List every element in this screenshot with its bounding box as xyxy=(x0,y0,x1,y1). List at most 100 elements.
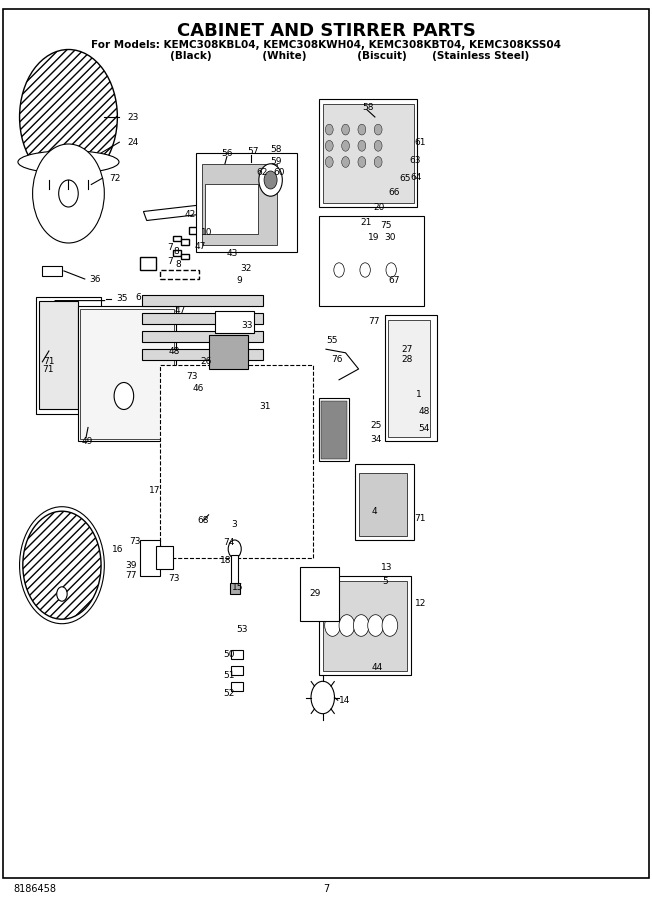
Text: 76: 76 xyxy=(331,356,343,364)
Text: 18: 18 xyxy=(220,556,231,565)
Bar xyxy=(156,546,173,569)
Bar xyxy=(388,320,430,436)
Text: 3: 3 xyxy=(231,520,237,529)
Bar xyxy=(80,309,174,439)
Circle shape xyxy=(33,144,104,243)
Circle shape xyxy=(23,511,101,619)
Text: 7: 7 xyxy=(167,256,173,266)
Bar xyxy=(385,315,437,441)
Circle shape xyxy=(228,540,241,558)
Bar xyxy=(160,270,199,279)
Circle shape xyxy=(374,140,382,151)
Bar xyxy=(140,256,156,270)
Bar xyxy=(231,682,243,691)
Text: 54: 54 xyxy=(419,424,430,433)
Text: 35: 35 xyxy=(116,294,128,303)
Bar xyxy=(359,472,408,536)
Polygon shape xyxy=(143,202,225,220)
Circle shape xyxy=(259,164,282,196)
Bar xyxy=(189,227,199,234)
Circle shape xyxy=(264,171,277,189)
Circle shape xyxy=(114,382,134,410)
Text: 50: 50 xyxy=(223,650,235,659)
Bar xyxy=(202,164,277,245)
Text: 67: 67 xyxy=(388,276,400,285)
Text: 36: 36 xyxy=(89,274,101,284)
Circle shape xyxy=(382,615,398,636)
Text: 6: 6 xyxy=(136,292,141,302)
Circle shape xyxy=(59,180,78,207)
Text: 5: 5 xyxy=(383,577,389,586)
Bar xyxy=(39,302,78,410)
Bar xyxy=(319,576,411,675)
Text: 30: 30 xyxy=(385,233,396,242)
Text: CABINET AND STIRRER PARTS: CABINET AND STIRRER PARTS xyxy=(177,22,475,40)
Text: 8: 8 xyxy=(175,260,181,269)
Circle shape xyxy=(358,140,366,151)
Text: 32: 32 xyxy=(240,264,251,273)
Text: 20: 20 xyxy=(374,202,385,211)
Text: 74: 74 xyxy=(223,538,234,547)
Text: 39: 39 xyxy=(125,561,137,570)
Text: 61: 61 xyxy=(414,138,426,147)
Bar xyxy=(209,335,248,369)
Text: 19: 19 xyxy=(368,233,380,242)
Text: 42: 42 xyxy=(185,210,196,219)
Bar xyxy=(319,216,424,306)
Circle shape xyxy=(325,124,333,135)
Text: 25: 25 xyxy=(370,421,381,430)
Circle shape xyxy=(57,587,67,601)
Text: 58: 58 xyxy=(271,145,282,154)
Bar xyxy=(142,295,263,306)
Text: 46: 46 xyxy=(192,384,203,393)
Bar xyxy=(231,650,243,659)
Bar xyxy=(323,580,408,670)
Text: 56: 56 xyxy=(222,148,233,157)
Text: 31: 31 xyxy=(259,402,271,411)
Text: 71: 71 xyxy=(44,357,55,366)
Bar xyxy=(36,297,101,414)
Text: 68: 68 xyxy=(197,516,209,525)
Bar xyxy=(140,540,160,576)
Text: 44: 44 xyxy=(372,663,383,672)
Bar xyxy=(42,266,62,276)
Text: 73: 73 xyxy=(129,537,141,546)
Text: 26: 26 xyxy=(201,357,212,366)
Circle shape xyxy=(311,681,334,714)
Text: 29: 29 xyxy=(310,590,321,598)
Bar xyxy=(215,310,254,333)
Circle shape xyxy=(374,157,382,167)
Bar xyxy=(319,99,417,207)
Text: 7: 7 xyxy=(323,884,329,895)
Text: 57: 57 xyxy=(248,147,259,156)
Text: 4: 4 xyxy=(372,507,378,516)
Text: 14: 14 xyxy=(339,696,350,705)
Bar xyxy=(319,398,349,461)
Text: 48: 48 xyxy=(168,346,179,356)
Bar xyxy=(300,567,339,621)
Text: 71: 71 xyxy=(414,514,426,523)
Bar xyxy=(196,153,297,252)
Text: 64: 64 xyxy=(411,173,422,182)
Bar xyxy=(323,104,414,202)
Text: 77: 77 xyxy=(368,317,380,326)
Text: 53: 53 xyxy=(237,626,248,634)
Text: 48: 48 xyxy=(419,407,430,416)
Text: 7: 7 xyxy=(167,243,173,252)
Circle shape xyxy=(334,263,344,277)
Text: 43: 43 xyxy=(227,249,238,258)
Text: 71: 71 xyxy=(42,364,54,373)
Bar xyxy=(321,400,347,459)
Text: 27: 27 xyxy=(401,345,412,354)
Circle shape xyxy=(342,157,349,167)
Text: 8: 8 xyxy=(173,248,179,256)
Circle shape xyxy=(358,124,366,135)
Bar xyxy=(142,313,263,324)
Text: 63: 63 xyxy=(409,156,421,165)
Text: 17: 17 xyxy=(149,486,160,495)
Bar xyxy=(142,349,263,360)
Text: 34: 34 xyxy=(370,435,381,444)
Text: 51: 51 xyxy=(223,670,235,680)
Text: 59: 59 xyxy=(271,158,282,166)
Circle shape xyxy=(20,50,117,184)
